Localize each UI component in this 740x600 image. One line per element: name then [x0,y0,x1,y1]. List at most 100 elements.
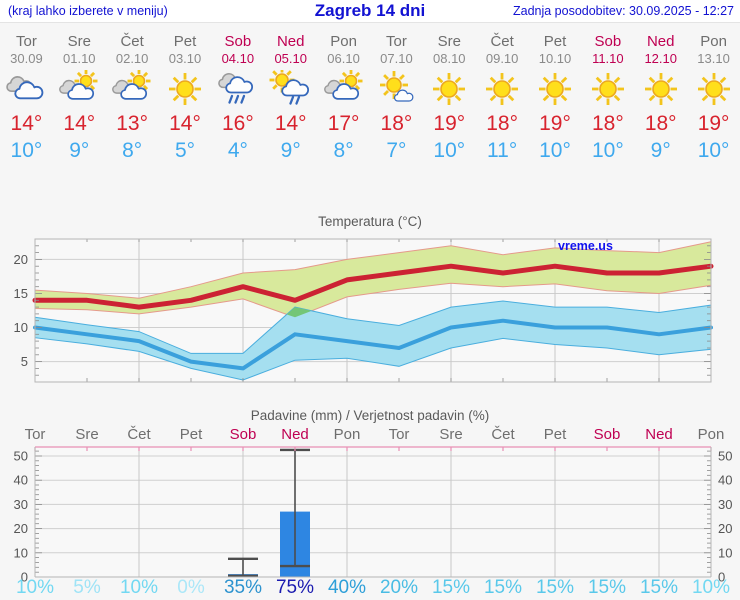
precip-day-label: Tor [388,426,410,443]
max-temperature: 19° [697,112,730,135]
min-temperature: 10° [539,139,571,162]
max-temperature: 18° [644,112,677,135]
location-menu-hint: (kraj lahko izberete v meniju) [8,4,168,18]
max-temperature: 13° [116,112,149,135]
day-name: Ned [276,33,305,50]
weather-icon-cell [264,70,317,108]
forecast-day-column: Pon 13.10 19° 10° [687,27,740,163]
temp-max-line [32,263,714,310]
forecast-day-column: Tor 07.10 18° 7° [370,27,423,163]
temp-y-axis-labels: 5 10 15 20 [14,252,28,369]
forecast-day-column: Pet 10.10 19° 10° [529,27,582,163]
precip-probability-value: 10% [119,577,159,598]
max-temperature: 18° [591,112,624,135]
precip-day-label: Ned [645,426,673,443]
day-date: 07.10 [380,51,413,66]
weather-icon-cell [159,70,212,108]
weather-icon-cell [634,70,687,108]
min-temperature: 10° [591,139,624,162]
day-name: Pet [173,33,197,50]
sunny-icon [697,73,730,105]
day-name: Pon [700,33,727,50]
day-name: Pet [543,33,567,50]
cloudy-icon [6,76,44,100]
day-name: Tor [16,33,37,50]
precip-day-labels: Tor Sre Čet Pet Sob Ned Pon Tor Sre Čet Pet Sob Ned P… [0,425,740,445]
max-temperature: 14° [63,112,96,135]
weather-icon-cell [106,70,159,108]
svg-text:5: 5 [21,354,28,369]
precip-day-label: Sob [229,426,257,443]
svg-text:15: 15 [14,286,28,301]
page-header: (kraj lahko izberete v meniju) Zagreb 14… [0,0,740,23]
weather-icon-cell [529,70,582,108]
day-name: Sre [437,33,461,50]
min-temperature: 10° [10,139,43,162]
max-temperature: 14° [274,112,307,135]
precip-day-label: Pet [543,426,567,443]
precipitation-chart-wrap: Tor Sre Čet Pet Sob Ned Pon Tor Sre Čet Pet Sob Ned P… [0,425,740,600]
precip-probability-value: 10% [15,577,55,598]
forecast-day-column: Ned 05.10 14° 9° [264,27,317,163]
day-date: 13.10 [697,51,730,66]
forecast-day-column: Tor 30.09 14° 10° [0,27,53,163]
max-temperature: 14° [169,112,201,135]
forecast-day-column: Čet 02.10 13° 8° [106,27,159,163]
precip-day-label: Sre [439,426,463,443]
forecast-day-column: Pet 03.10 14° 5° [159,27,212,163]
day-date: 11.10 [592,51,624,66]
svg-text:10: 10 [14,320,28,335]
watermark: vreme.us [558,239,613,253]
precip-day-label: Ned [281,426,309,443]
max-temperature: 18° [486,112,519,135]
sunny-icon [591,73,624,105]
svg-text:20: 20 [718,521,732,536]
precip-probability-value: 40% [327,577,367,598]
precip-probability-value: 15% [587,577,627,598]
forecast-day-column: Čet 09.10 18° 11° [476,27,529,163]
svg-text:10: 10 [718,545,732,560]
temperature-chart-title: Temperatura (°C) [318,214,422,229]
day-name: Čet [120,33,144,50]
precip-day-label: Čet [127,426,151,443]
day-name: Pon [330,33,357,50]
partly-cloudy-icon [112,70,151,100]
day-name: Ned [646,33,675,50]
precip-probability-value: 0% [177,577,205,598]
sunny-icon [644,73,677,105]
forecast-day-column: Sre 01.10 14° 9° [53,27,106,163]
sun-rain-icon [269,70,309,105]
weather-icon-cell [317,70,370,108]
precipitation-chart: 0 0 10 10 20 20 30 30 40 40 50 50 [14,446,732,585]
precip-day-label: Pet [179,426,203,443]
precip-plot-border [34,446,712,578]
precip-probability-value: 5% [73,577,101,598]
day-name: Čet [490,33,514,50]
precip-probability-value: 15% [483,577,523,598]
precip-probability-value: 10% [691,577,731,598]
svg-text:40: 40 [14,473,28,488]
day-date: 09.10 [485,51,519,66]
precip-day-label: Čet [491,426,515,443]
precip-probability-value: 15% [535,577,575,598]
weather-icon-cell [423,70,476,108]
forecast-strip: Tor 30.09 14° 10° Sre 01.10 14° 9° Čet 02.10 13° 8°… [0,27,740,163]
day-name: Sob [594,33,622,50]
min-temperature: 11° [487,139,518,162]
precip-day-label: Pon [333,426,361,443]
svg-text:40: 40 [718,473,732,488]
temp-plot-border [34,238,712,383]
max-temperature: 16° [221,112,254,135]
max-temperature: 19° [539,112,571,135]
weather-icon-cell [476,70,529,108]
day-date: 08.10 [433,51,466,66]
temp-band-overlap [287,307,311,318]
svg-text:50: 50 [718,449,732,464]
precipitation-chart-title: Padavine (mm) / Verjetnost padavin (%) [250,408,490,423]
max-temperature: 14° [10,112,43,135]
partly-cloudy-icon [59,70,98,100]
min-temperature: 5° [174,139,196,162]
svg-text:0: 0 [718,570,725,585]
weather-icon-cell [370,70,423,108]
svg-text:20: 20 [14,521,28,536]
